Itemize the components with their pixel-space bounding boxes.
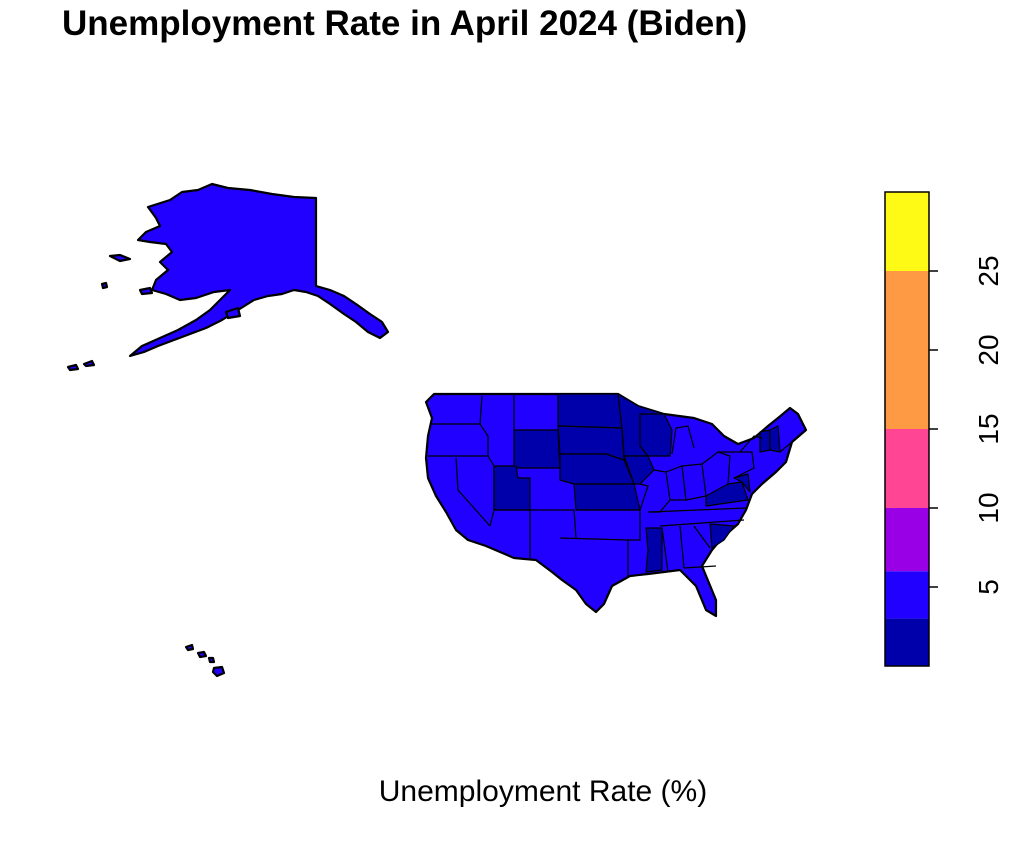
alaska-island — [224, 306, 242, 320]
state-border — [428, 423, 489, 457]
state-iowa[interactable] — [623, 455, 655, 485]
hawaii-group — [184, 643, 226, 678]
state-border — [559, 537, 629, 541]
legend-bins — [885, 192, 929, 666]
state-border — [649, 507, 747, 513]
state-border — [576, 509, 641, 576]
alaska-island — [66, 281, 109, 372]
alaska-island — [108, 253, 132, 263]
x-axis-label: Unemployment Rate (%) — [378, 775, 708, 808]
state-border — [665, 465, 687, 501]
state-alaska[interactable] — [128, 182, 390, 358]
state-border — [639, 483, 649, 511]
legend-tick-label: 10 — [973, 492, 1004, 523]
legend-tick-label: 5 — [973, 579, 1004, 595]
state-border — [494, 509, 577, 539]
legend-ticks: 5 10 15 20 25 — [929, 255, 1004, 595]
state-border — [671, 425, 695, 455]
legend-bin-0 — [885, 618, 929, 666]
legend-bin-3 — [885, 429, 929, 508]
low-unemployment-states — [493, 393, 781, 573]
state-border — [621, 427, 625, 457]
state-border — [681, 463, 707, 501]
alaska-group — [66, 182, 390, 372]
state-border — [718, 451, 755, 479]
state-borders — [428, 394, 793, 576]
state-south-carolina[interactable] — [709, 523, 735, 549]
state-border — [659, 519, 745, 527]
state-wisconsin[interactable] — [639, 413, 673, 457]
state-border — [693, 525, 711, 549]
state-border — [779, 441, 793, 453]
state-border — [455, 457, 491, 527]
state-hawaii[interactable] — [184, 643, 226, 678]
state-border — [739, 435, 763, 453]
legend-bin-5 — [885, 192, 929, 271]
page-title: Unemployment Rate in April 2024 (Biden) — [62, 4, 748, 43]
legend-bin-4 — [885, 271, 929, 429]
state-border — [701, 451, 731, 485]
conus-group — [424, 392, 808, 618]
state-virginia[interactable] — [705, 481, 749, 507]
legend-tick-label: 20 — [973, 334, 1004, 365]
legend-tick-label: 25 — [973, 255, 1004, 286]
state-mississippi[interactable] — [645, 527, 663, 573]
legend-bin-2 — [885, 508, 929, 572]
legend-bin-1 — [885, 571, 929, 619]
state-border — [487, 455, 495, 527]
state-border — [661, 525, 717, 573]
legend-tick-label: 15 — [973, 413, 1004, 444]
state-maryland[interactable] — [733, 473, 751, 493]
state-wyoming[interactable] — [513, 429, 561, 469]
alaska-island — [138, 286, 154, 296]
